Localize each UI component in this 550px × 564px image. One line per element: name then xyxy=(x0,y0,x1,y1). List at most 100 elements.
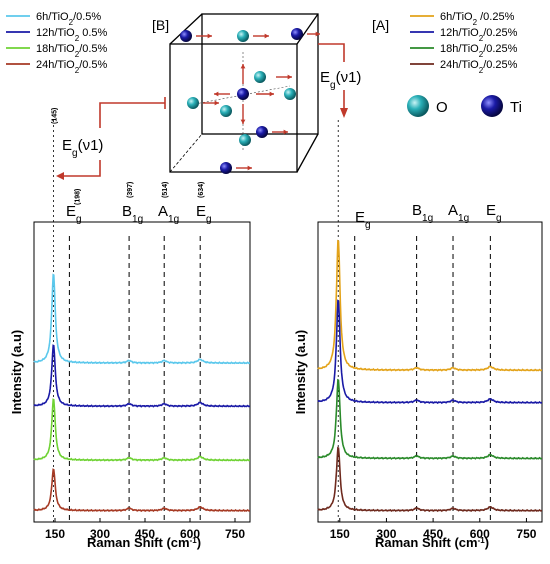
left-a1g-label: A1g xyxy=(158,203,179,225)
right-panel: 150 300 450 600 750 Raman Shift (cm-1) Inten… xyxy=(293,120,543,550)
left-legend-label: 6h/TiO2/0.5% xyxy=(36,11,101,27)
left-peak-position-label: (145) xyxy=(52,108,59,124)
right-callout-line xyxy=(318,43,345,62)
oxygen-atom xyxy=(187,97,199,109)
cell-atoms xyxy=(180,28,303,174)
right-eg-v1-label: Eg(ν1) xyxy=(320,69,361,91)
right-x-tick-label: 450 xyxy=(423,527,443,541)
titanium-atom xyxy=(256,126,268,138)
left-legend-label: 24h/TiO2/0.5% xyxy=(36,59,108,75)
oxygen-key-label: O xyxy=(436,99,448,116)
left-x-tick-label: 600 xyxy=(180,527,200,541)
left-spectrum-trace xyxy=(33,344,250,408)
cell-hidden-edge xyxy=(169,133,203,173)
right-spectrum-trace xyxy=(317,378,542,460)
displacement-arrow-head xyxy=(264,33,269,39)
unit-cell-inset: [B] xyxy=(152,13,320,174)
atom-key: O Ti xyxy=(407,95,522,117)
left-peak-position-label: (397) xyxy=(127,182,134,198)
left-peak-position-label: (198) xyxy=(74,189,81,205)
left-spectrum-trace xyxy=(33,398,250,462)
right-eg-low-label: Eg xyxy=(355,209,371,231)
left-callout-arrowhead xyxy=(56,172,64,180)
legend-right: 6h/TiO2 /0.25%12h/TiO2/0.25%18h/TiO2/0.2… xyxy=(410,11,518,75)
right-legend-label: 12h/TiO2/0.25% xyxy=(440,27,518,43)
left-callout-line xyxy=(99,102,165,128)
right-x-tick-label: 300 xyxy=(376,527,396,541)
left-legend-label: 12h/TiO2 0.5% xyxy=(36,27,108,43)
titanium-key-label: Ti xyxy=(510,99,522,116)
titanium-key-sphere xyxy=(481,95,503,117)
right-eg-v1-callout: Eg(ν1) xyxy=(318,43,361,118)
left-peak-position-label: (514) xyxy=(162,182,169,198)
left-peak-position-labels: (145) (198) (397) (514) (634) xyxy=(52,108,206,205)
right-eg-high-label: Eg xyxy=(486,202,502,224)
oxygen-key-sphere xyxy=(407,95,429,117)
left-peak-position-label: (634) xyxy=(198,182,205,198)
left-b1g-label: B1g xyxy=(122,203,143,225)
left-eg-high-label: Eg xyxy=(196,203,212,225)
right-callout-arrowhead xyxy=(340,108,348,118)
displacement-arrow-head xyxy=(269,91,274,97)
left-x-tick-label: 750 xyxy=(225,527,245,541)
right-spectrum-trace xyxy=(317,299,542,405)
oxygen-atom xyxy=(237,30,249,42)
oxygen-atom xyxy=(239,134,251,146)
left-spectra xyxy=(33,273,250,513)
titanium-atom xyxy=(291,28,303,40)
panel-b-tag: [B] xyxy=(152,17,169,33)
right-b1g-label: B1g xyxy=(412,202,433,224)
cell-edge xyxy=(169,13,203,45)
right-legend-label: 18h/TiO2/0.25% xyxy=(440,43,518,59)
left-x-ticks: 150 300 450 600 750 xyxy=(45,518,245,541)
oxygen-atom xyxy=(220,105,232,117)
panel-a-tag: [A] xyxy=(372,17,389,33)
oxygen-atom xyxy=(254,71,266,83)
legend-left: 6h/TiO2/0.5%12h/TiO2 0.5%18h/TiO2/0.5%24… xyxy=(6,11,108,75)
left-x-tick-label: 450 xyxy=(135,527,155,541)
titanium-atom xyxy=(220,162,232,174)
displacement-arrow-head xyxy=(283,129,288,135)
cell-edge xyxy=(296,13,319,45)
displacement-arrow-head xyxy=(287,74,292,80)
left-legend-label: 18h/TiO2/0.5% xyxy=(36,43,108,59)
left-panel: 150 300 450 600 750 Raman Shift (cm-1) Inten… xyxy=(9,120,251,550)
right-x-tick-label: 150 xyxy=(330,527,350,541)
left-callout-line-lower xyxy=(62,160,101,177)
left-mode-dashes xyxy=(53,120,201,522)
right-mode-dashes xyxy=(337,120,491,522)
left-x-axis-title: Raman Shift (cm-1) xyxy=(87,535,201,550)
oxygen-atom xyxy=(284,88,296,100)
displacement-arrow-head xyxy=(240,119,246,124)
left-x-tick-label: 300 xyxy=(90,527,110,541)
left-spectrum-trace xyxy=(33,468,250,513)
right-mode-labels: Eg B1g A1g Eg xyxy=(355,202,502,231)
titanium-atom xyxy=(180,30,192,42)
left-spectrum-trace xyxy=(33,273,250,365)
cell-front-face xyxy=(169,43,298,173)
left-eg-v1-callout: Eg(ν1) xyxy=(56,97,166,180)
left-mode-labels: Eg B1g A1g Eg xyxy=(66,203,212,225)
displacement-arrow-head xyxy=(247,165,252,171)
right-a1g-label: A1g xyxy=(448,202,469,224)
displacement-arrow-head xyxy=(207,33,212,39)
left-eg-low-label: Eg xyxy=(66,203,82,225)
left-x-tick-label: 150 xyxy=(45,527,65,541)
right-legend-label: 6h/TiO2 /0.25% xyxy=(440,11,515,27)
right-x-tick-label: 600 xyxy=(470,527,490,541)
displacement-arrow-head xyxy=(214,100,219,106)
titanium-atom xyxy=(237,88,249,100)
displacement-arrow-head xyxy=(315,31,320,37)
cell-edge xyxy=(296,133,319,173)
displacement-arrow-head xyxy=(214,91,219,97)
right-x-axis-title: Raman Shift (cm-1) xyxy=(375,535,489,550)
right-y-axis-title: Intensity (a.u) xyxy=(293,330,308,415)
left-eg-v1-label: Eg(ν1) xyxy=(62,137,103,159)
right-plot-frame xyxy=(317,221,543,523)
right-spectrum-trace xyxy=(317,239,543,372)
left-y-axis-title: Intensity (a.u) xyxy=(9,330,24,415)
right-x-tick-label: 750 xyxy=(516,527,536,541)
right-spectra xyxy=(317,239,543,513)
